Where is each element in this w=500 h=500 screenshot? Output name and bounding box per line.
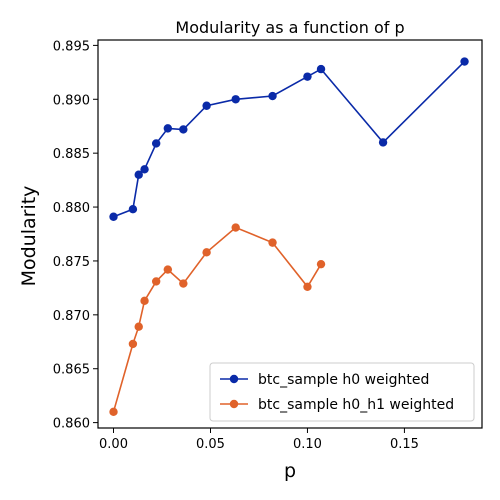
data-point xyxy=(231,95,240,104)
y-axis: 0.860 0.865 0.870 0.875 0.880 0.885 0.890 0.895 xyxy=(53,39,98,432)
data-point xyxy=(134,322,143,331)
chart-title: Modularity as a function of p xyxy=(175,18,404,37)
data-point xyxy=(151,139,161,148)
data-point xyxy=(179,279,188,288)
legend-marker xyxy=(229,399,239,409)
x-tick-label: 0.00 xyxy=(99,437,128,452)
data-point xyxy=(151,277,161,286)
data-point xyxy=(303,282,312,292)
x-axis: 0.00 0.05 0.10 0.15 xyxy=(99,428,419,452)
y-axis-title: Modularity xyxy=(18,186,40,287)
legend: btc_sample h0 weighted btc_sample h0_h1 w… xyxy=(209,362,475,422)
data-point xyxy=(140,296,149,306)
data-point xyxy=(163,124,173,133)
x-axis-title: p xyxy=(284,460,296,482)
legend-label: btc_sample h0_h1 weighted xyxy=(258,397,454,413)
data-point xyxy=(460,57,469,66)
y-tick-label: 0.885 xyxy=(53,147,90,162)
data-point xyxy=(303,72,312,81)
data-point xyxy=(134,170,143,179)
y-tick-label: 0.865 xyxy=(53,363,90,378)
legend-label: btc_sample h0 weighted xyxy=(258,372,429,388)
data-point xyxy=(109,407,118,417)
data-point xyxy=(202,101,211,110)
data-point xyxy=(316,64,326,74)
data-point xyxy=(202,248,211,257)
x-tick-label: 0.05 xyxy=(196,437,225,452)
data-point xyxy=(140,165,149,174)
plot-points-group xyxy=(109,57,469,417)
data-point xyxy=(268,91,277,101)
data-point xyxy=(231,223,240,232)
data-point xyxy=(179,125,188,134)
data-point xyxy=(163,265,173,274)
data-point xyxy=(109,212,118,221)
data-point xyxy=(268,238,277,247)
y-tick-label: 0.870 xyxy=(53,309,90,324)
y-tick-label: 0.880 xyxy=(53,201,90,216)
data-point xyxy=(378,138,388,147)
x-tick-label: 0.15 xyxy=(390,437,419,452)
series-line-0 xyxy=(113,61,466,218)
legend-box xyxy=(209,362,475,422)
x-tick-label: 0.10 xyxy=(293,437,322,452)
y-tick-label: 0.895 xyxy=(53,39,90,54)
y-tick-label: 0.890 xyxy=(53,93,90,108)
y-tick-label: 0.860 xyxy=(53,417,90,432)
data-point xyxy=(128,205,138,214)
y-tick-label: 0.875 xyxy=(53,255,90,270)
legend-marker xyxy=(229,374,239,384)
plot-frame xyxy=(97,39,483,429)
plot-series-group xyxy=(112,61,466,413)
data-point xyxy=(316,259,326,269)
data-point xyxy=(128,339,138,349)
